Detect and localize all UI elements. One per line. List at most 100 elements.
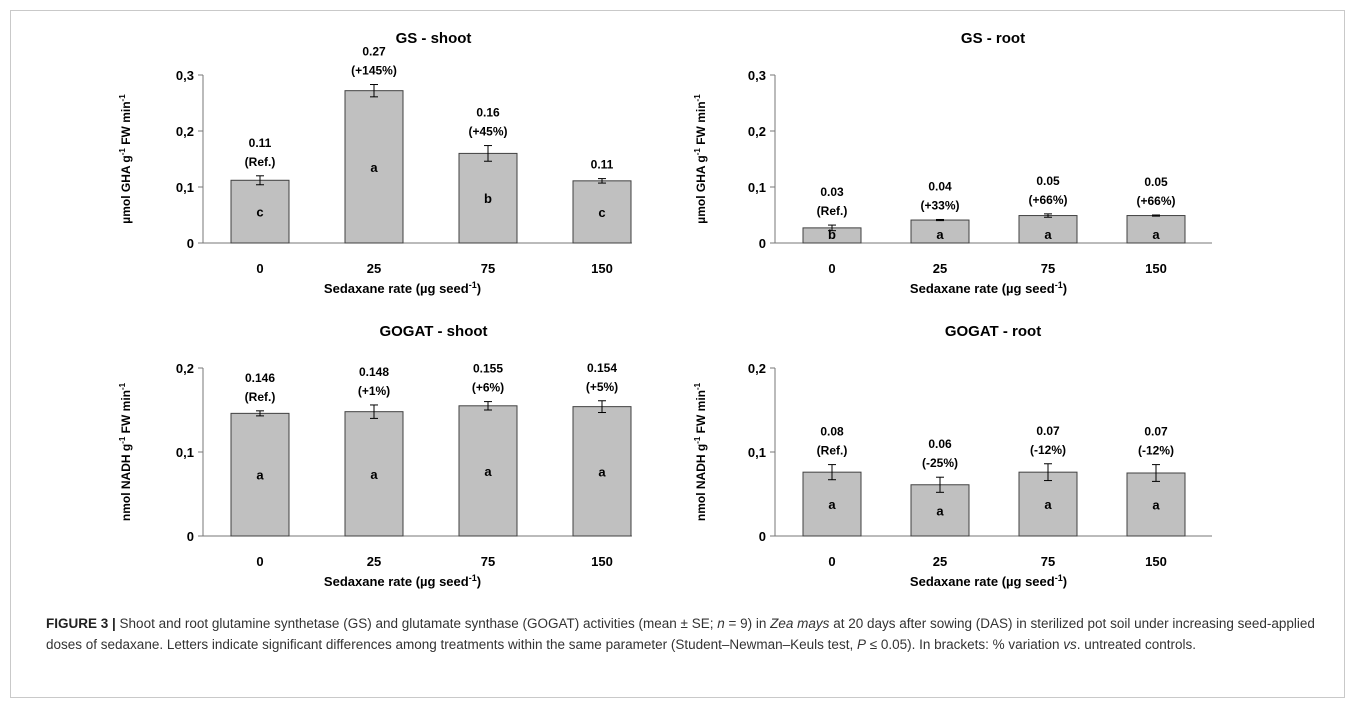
- caption-text-4: ≤ 0.05). In brackets: % variation: [865, 637, 1064, 652]
- y-axis-label-text: µmol GHA g: [119, 155, 133, 223]
- x-axis-label: Sedaxane rate (µg seed-1): [324, 280, 481, 296]
- significance-letter: a: [598, 464, 606, 479]
- y-axis-label-text-end: FW min: [694, 390, 708, 437]
- y-tick-label: 0,2: [176, 361, 194, 376]
- variation-label: (-12%): [1030, 443, 1066, 457]
- caption-species: Zea mays: [770, 616, 830, 631]
- significance-letter: a: [256, 468, 264, 483]
- bar: [1018, 215, 1078, 244]
- y-axis-label: µmol GHA g-1 FW min-1: [118, 94, 133, 224]
- x-axis-label: Sedaxane rate (µg seed-1): [324, 573, 481, 589]
- data-label: 0.16: [476, 106, 500, 120]
- variation-label: (-12%): [1138, 444, 1174, 458]
- y-axis-label-sup: -1: [693, 436, 702, 444]
- bar: [230, 179, 290, 244]
- y-axis-label-text-end: FW min: [119, 101, 133, 148]
- significance-letter: c: [598, 205, 605, 220]
- caption-n: n: [717, 616, 725, 631]
- y-axis-label-sup: -1: [693, 94, 702, 102]
- x-tick-label: 75: [1041, 554, 1055, 569]
- chart-title: GOGAT - root: [945, 323, 1041, 340]
- x-tick-label: 0: [828, 261, 835, 276]
- variation-label: (Ref.): [245, 390, 276, 404]
- bar: [344, 411, 404, 537]
- bar: [458, 152, 518, 244]
- x-axis-label-text-end: ): [1063, 281, 1067, 296]
- y-axis-label-text: µmol GHA g: [694, 155, 708, 223]
- y-tick-label: 0,1: [176, 445, 194, 460]
- significance-letter: a: [1044, 497, 1052, 512]
- variation-label: (+6%): [472, 381, 504, 395]
- y-tick-label: 0,1: [748, 180, 766, 195]
- caption-label: FIGURE 3 |: [46, 616, 116, 631]
- x-tick-label: 0: [828, 554, 835, 569]
- bar: [572, 406, 632, 537]
- y-tick-label: 0: [187, 529, 194, 544]
- caption-text-3: at 20 days after sowing (DAS) in sterili…: [46, 616, 1315, 652]
- y-axis-label-text-end: FW min: [119, 390, 133, 437]
- caption-text-1: Shoot and root glutamine synthetase (GS)…: [115, 616, 718, 631]
- x-axis-label-text: Sedaxane rate (µg seed: [910, 574, 1055, 589]
- x-tick-label: 25: [367, 554, 381, 569]
- bar: [910, 484, 970, 537]
- data-label: 0.03: [820, 185, 844, 199]
- y-tick-label: 0,3: [748, 68, 766, 83]
- variation-label: (-25%): [922, 456, 958, 470]
- variation-label: (Ref.): [245, 155, 276, 169]
- data-label: 0.07: [1036, 424, 1060, 438]
- significance-letter: a: [370, 160, 378, 175]
- y-axis-label-sup: -1: [693, 382, 702, 390]
- variation-label: (+1%): [358, 384, 390, 398]
- y-axis-label-sup: -1: [118, 382, 127, 390]
- x-axis-label-sup: -1: [469, 573, 477, 583]
- y-tick-label: 0,1: [176, 180, 194, 195]
- data-label: 0.05: [1036, 174, 1060, 188]
- bar: [1126, 472, 1186, 537]
- x-tick-label: 75: [1041, 261, 1055, 276]
- y-axis-label: nmol NADH g-1 FW min-1: [693, 382, 708, 521]
- significance-letter: a: [1152, 227, 1160, 242]
- variation-label: (+5%): [586, 380, 618, 394]
- caption-text-2: = 9) in: [724, 616, 771, 631]
- y-axis-label-text: nmol NADH g: [694, 444, 708, 521]
- x-tick-label: 150: [1145, 261, 1167, 276]
- significance-letter: a: [936, 503, 944, 518]
- x-tick-label: 25: [933, 554, 947, 569]
- caption-vs: vs: [1063, 637, 1077, 652]
- chart-title: GS - shoot: [396, 30, 472, 47]
- x-axis-label-text-end: ): [1063, 574, 1067, 589]
- variation-label: (+33%): [920, 198, 959, 212]
- y-tick-label: 0,1: [748, 445, 766, 460]
- y-tick-label: 0,2: [748, 361, 766, 376]
- x-axis-label-sup: -1: [1055, 573, 1063, 583]
- significance-letter: a: [936, 227, 944, 242]
- x-axis-label: Sedaxane rate (µg seed-1): [910, 573, 1067, 589]
- x-tick-label: 150: [591, 554, 613, 569]
- bar: [230, 412, 290, 537]
- caption-text-5: . untreated controls.: [1076, 637, 1197, 652]
- bar: [802, 471, 862, 537]
- chart-title: GOGAT - shoot: [379, 323, 487, 340]
- significance-letter: c: [256, 205, 263, 220]
- data-label: 0.04: [928, 179, 952, 193]
- figure-caption: FIGURE 3 | Shoot and root glutamine synt…: [46, 613, 1316, 655]
- x-tick-label: 0: [256, 554, 263, 569]
- data-label: 0.27: [362, 45, 386, 59]
- y-tick-label: 0: [187, 236, 194, 251]
- y-tick-label: 0,3: [176, 68, 194, 83]
- y-axis-label-sup: -1: [118, 148, 127, 156]
- figure-frame: [10, 10, 1345, 698]
- x-tick-label: 25: [933, 261, 947, 276]
- data-label: 0.08: [820, 425, 844, 439]
- significance-letter: a: [828, 497, 836, 512]
- data-label: 0.06: [928, 437, 952, 451]
- y-axis-label-sup: -1: [118, 436, 127, 444]
- data-label: 0.05: [1144, 175, 1168, 189]
- x-axis-label: Sedaxane rate (µg seed-1): [910, 280, 1067, 296]
- variation-label: (+145%): [351, 64, 397, 78]
- x-axis-label-text-end: ): [477, 574, 481, 589]
- variation-label: (+66%): [1136, 194, 1175, 208]
